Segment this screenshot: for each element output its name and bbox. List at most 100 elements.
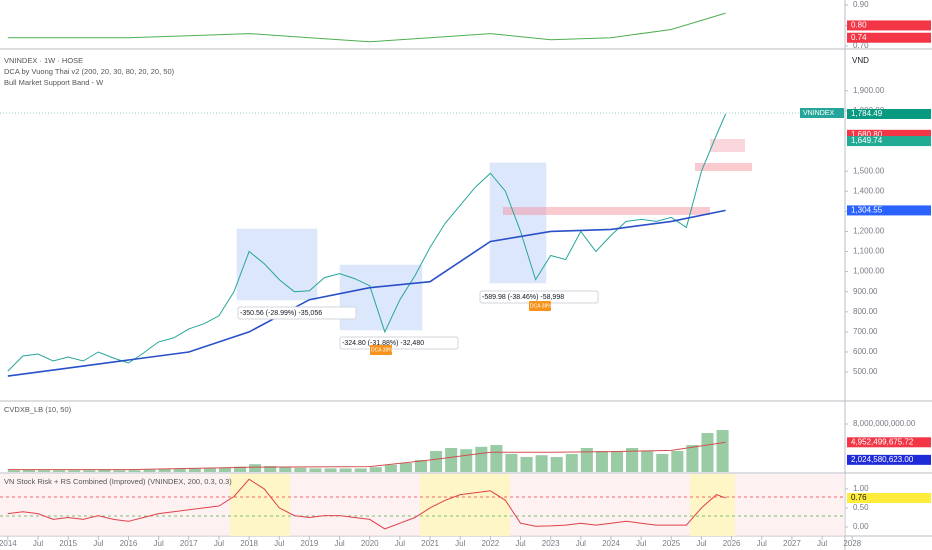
- x-tick-label: Jul: [395, 539, 405, 548]
- volume-bar: [716, 430, 729, 472]
- indicator-title: VN Stock Risk + RS Combined (Improved) (…: [4, 477, 232, 486]
- volume-bar: [384, 464, 397, 472]
- price-label-box: [847, 20, 931, 31]
- x-tick-label: Jul: [696, 539, 706, 548]
- volume-bar: [414, 460, 428, 472]
- x-tick-label: Jul: [334, 539, 344, 548]
- x-tick-label: 2019: [301, 539, 319, 548]
- y-tick-label: 8,000,000,000.00: [853, 419, 916, 428]
- symbol-tag-box: [800, 108, 844, 118]
- dca-tag: DCA 38%: [530, 303, 552, 309]
- price-label: 1,304.55: [851, 206, 883, 215]
- x-tick-label: Jul: [576, 539, 586, 548]
- price-label-box: [847, 136, 931, 147]
- y-tick-label: 900.00: [853, 287, 878, 296]
- y-tick-label: 600.00: [853, 347, 878, 356]
- measure-label: -324.80 (-31.88%) -32,480: [342, 340, 424, 347]
- price-label-box: [847, 437, 931, 448]
- price-label: 0.76: [851, 493, 867, 502]
- risk-zone: [230, 474, 290, 536]
- zone[interactable]: [503, 207, 710, 215]
- y-tick-label: 1,900.00: [853, 86, 885, 95]
- volume-bar: [203, 467, 216, 472]
- dca-tag-box: [370, 345, 392, 355]
- x-tick-label: Jul: [274, 539, 284, 548]
- measure-label-box: [339, 336, 459, 350]
- volume-bar: [626, 448, 639, 472]
- volume-bar: [83, 470, 96, 472]
- volume-bar: [113, 470, 126, 472]
- symbol-title: VNINDEX · 1W · HOSE: [4, 56, 83, 65]
- volume-bar: [279, 467, 292, 472]
- volume-bar: [475, 446, 488, 472]
- risk-zone: [690, 474, 735, 536]
- volume-bar: [430, 451, 443, 472]
- volume-bar: [656, 454, 669, 472]
- measure-label-box: [237, 306, 357, 320]
- volume-bar: [369, 467, 382, 472]
- x-tick-label: 2017: [180, 539, 198, 548]
- volume-bar: [505, 454, 518, 472]
- price-label-box: [847, 205, 931, 216]
- price-label: 0.80: [851, 21, 867, 30]
- volume-bar: [22, 469, 35, 472]
- volume-bar: [294, 467, 307, 472]
- series-line: [7, 12, 726, 43]
- x-tick-label: 2023: [542, 539, 560, 548]
- y-tick-label: 1,000.00: [853, 267, 885, 276]
- x-tick-label: Jul: [33, 539, 43, 548]
- price-label-box: [847, 493, 931, 504]
- price-label-box: [847, 454, 931, 465]
- price-label: 1,680.80: [851, 130, 883, 139]
- volume-bar: [399, 463, 412, 472]
- symbol-tag: VNINDEX: [803, 110, 834, 117]
- volume-bar: [68, 470, 81, 472]
- volume-bar: [686, 445, 699, 472]
- x-tick-label: Jul: [154, 539, 164, 548]
- volume-bar: [535, 455, 548, 472]
- volume-bar: [490, 445, 503, 472]
- x-tick-label: 2026: [723, 539, 741, 548]
- measure-label: -350.56 (-28.99%) -35,056: [240, 310, 322, 317]
- x-tick-label: 2025: [662, 539, 680, 548]
- volume-bar: [339, 468, 352, 472]
- price-label-box: [847, 32, 931, 43]
- x-tick-label: Jul: [757, 539, 767, 548]
- volume-bar: [249, 464, 262, 472]
- y-tick-label: 1.00: [853, 484, 869, 493]
- volume-bar: [324, 468, 337, 472]
- measure-box[interactable]: [236, 228, 318, 301]
- currency[interactable]: VND: [852, 56, 869, 65]
- volume-bar: [37, 470, 51, 472]
- x-tick-label: 2016: [120, 539, 138, 548]
- volume-bar: [143, 469, 156, 472]
- y-tick-label: 0.00: [853, 522, 869, 531]
- volume-bar: [188, 468, 201, 472]
- volume-bar: [580, 448, 593, 472]
- x-tick-label: Jul: [93, 539, 103, 548]
- volume-bar: [671, 451, 684, 472]
- price-label: 1,649.74: [851, 136, 883, 145]
- y-tick-label: 0.70: [853, 41, 869, 50]
- volume-bar: [173, 469, 186, 472]
- y-tick-label: 700.00: [853, 327, 878, 336]
- volume-bar: [53, 470, 66, 472]
- zone[interactable]: [710, 139, 745, 152]
- volume-bar: [550, 457, 563, 472]
- price-label-box: [847, 108, 931, 119]
- x-tick-label: 2018: [240, 539, 258, 548]
- y-tick-label: 1,200.00: [853, 227, 885, 236]
- x-tick-label: Jul: [455, 539, 465, 548]
- x-tick-label: 2022: [481, 539, 499, 548]
- price-label: 0.74: [851, 33, 867, 42]
- y-tick-label: 0.50: [853, 503, 869, 512]
- x-tick-label: Jul: [515, 539, 525, 548]
- volume-bar: [7, 470, 20, 472]
- zone[interactable]: [695, 163, 752, 171]
- indicator-title: CVDXB_LB (10, 50): [4, 405, 72, 414]
- x-tick-label: Jul: [636, 539, 646, 548]
- series-line: [7, 209, 726, 377]
- volume-bar: [128, 470, 141, 472]
- measure-box[interactable]: [489, 162, 547, 284]
